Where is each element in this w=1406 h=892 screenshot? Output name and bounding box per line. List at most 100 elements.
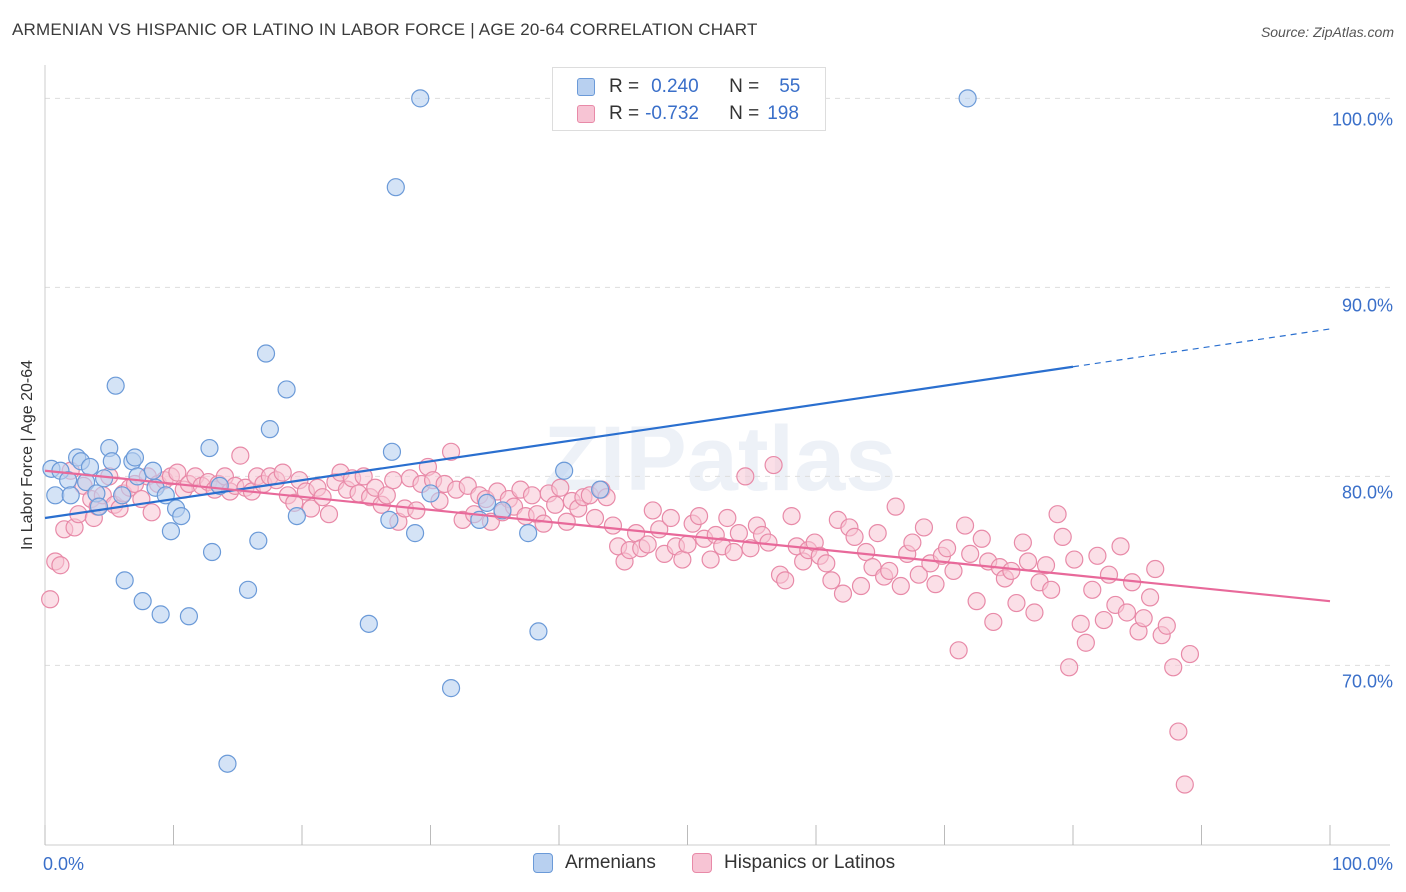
armenians-point [359, 614, 378, 633]
hispanics-point [937, 539, 957, 558]
armenians-point [591, 480, 610, 499]
hispanics-point [833, 584, 853, 603]
hispanics-point [967, 592, 986, 611]
hispanics-point [1117, 603, 1137, 622]
armenians-point [115, 571, 134, 590]
hispanics-point [231, 446, 250, 465]
armenians-point [287, 506, 306, 526]
armenians-point [112, 486, 132, 505]
x-tick-label: 0.0% [43, 854, 84, 874]
hispanics-point [673, 550, 692, 569]
armenians-point [529, 622, 548, 641]
hispanics-point [441, 442, 461, 461]
y-tick-label: 80.0% [1342, 482, 1393, 502]
hispanics-point [377, 486, 396, 505]
legend-label-armenians: Armenians [565, 852, 656, 873]
hispanics-point [724, 542, 743, 562]
hispanics-point [868, 524, 887, 543]
armenians-point [202, 542, 222, 562]
legend-item-hispanics[interactable]: Hispanics or Latinos [692, 852, 895, 874]
hispanics-point [782, 506, 801, 526]
hispanics-point [1013, 533, 1032, 552]
hispanics-point [903, 533, 922, 552]
hispanics-point [729, 524, 749, 543]
hispanics-point [546, 495, 565, 514]
armenians-point [405, 524, 425, 543]
grid-lines [45, 97, 1390, 666]
armenians-points [42, 89, 977, 773]
armenians-point [46, 486, 65, 505]
hispanics-point [1157, 616, 1176, 635]
armenians-point [477, 493, 497, 512]
armenians-point [179, 607, 199, 626]
armenians-point [421, 484, 440, 503]
hispanics-point [1002, 561, 1021, 581]
hispanics-point [1053, 527, 1072, 546]
hispanics-point [1048, 505, 1067, 524]
armenians-point [555, 461, 574, 480]
hispanics-point [1099, 565, 1119, 584]
hispanics-point [955, 516, 975, 535]
hispanics-point [603, 516, 623, 535]
armenians-point [260, 420, 279, 439]
hispanics-point [741, 539, 760, 558]
hispanics-point [534, 514, 553, 533]
hispanics-point [689, 506, 709, 526]
armenians-point [958, 89, 977, 108]
hispanics-point [961, 544, 980, 564]
hispanics-point [551, 478, 570, 497]
hispanics-point [701, 550, 720, 569]
hispanics-point [1025, 603, 1044, 622]
hispanics-point [822, 571, 841, 590]
hispanics-point [557, 512, 576, 531]
hispanics-point [168, 463, 187, 482]
hispanics-point [661, 508, 680, 528]
hispanics-legend-swatch [692, 853, 712, 873]
armenians-point [380, 510, 399, 529]
legend-n-label: N = [729, 76, 760, 97]
armenians-point [80, 457, 100, 477]
hispanics-point [51, 556, 70, 575]
hispanics-point [880, 561, 899, 581]
trend-lines [44, 328, 1331, 603]
legend-r-label: R = [609, 76, 640, 97]
hispanics-point [914, 518, 934, 537]
armenians-point [200, 438, 219, 458]
legend-n-value: 55 [779, 76, 801, 97]
legend-item-armenians[interactable]: Armenians [533, 852, 656, 874]
legend-n-label: N = [729, 103, 760, 124]
hispanics-point [891, 576, 910, 596]
hispanics-point [886, 497, 905, 516]
armenians-point [210, 476, 229, 495]
hispanics-point [949, 641, 968, 660]
hispanics-point [1088, 546, 1107, 565]
armenians-trend-line [44, 365, 1074, 520]
hispanics-point [1042, 580, 1061, 599]
hispanics-point [1018, 552, 1038, 571]
hispanics-point [1065, 550, 1084, 569]
armenians-point [441, 679, 461, 698]
hispanics-point [718, 508, 737, 528]
hispanics-point [273, 463, 292, 482]
hispanics-point [1140, 588, 1160, 607]
hispanics-point [1071, 614, 1090, 633]
hispanics-point [522, 486, 542, 505]
legend-r-value: -0.732 [645, 103, 699, 124]
hispanics-point [142, 503, 161, 522]
hispanics-point [817, 554, 836, 573]
armenians-trend-extension [1072, 328, 1331, 368]
armenians-point [238, 580, 258, 599]
legend-row-armenians: R = 0.240 N = 55 [553, 74, 800, 100]
hispanics-point [984, 612, 1003, 632]
hispanics-point [643, 501, 662, 520]
legend-r-label: R = [609, 103, 640, 124]
legend-row-hispanics: R = -0.732 N = 198 [553, 101, 799, 127]
armenians-point [143, 461, 163, 480]
hispanics-point [736, 467, 755, 486]
hispanics-point [1060, 658, 1079, 677]
armenians-point [277, 380, 296, 399]
hispanics-trend-line [44, 469, 1331, 603]
tick-labels: 70.0% 80.0% 90.0% 100.0% 0.0% 100.0% [43, 109, 1393, 874]
hispanics-point [678, 535, 697, 554]
